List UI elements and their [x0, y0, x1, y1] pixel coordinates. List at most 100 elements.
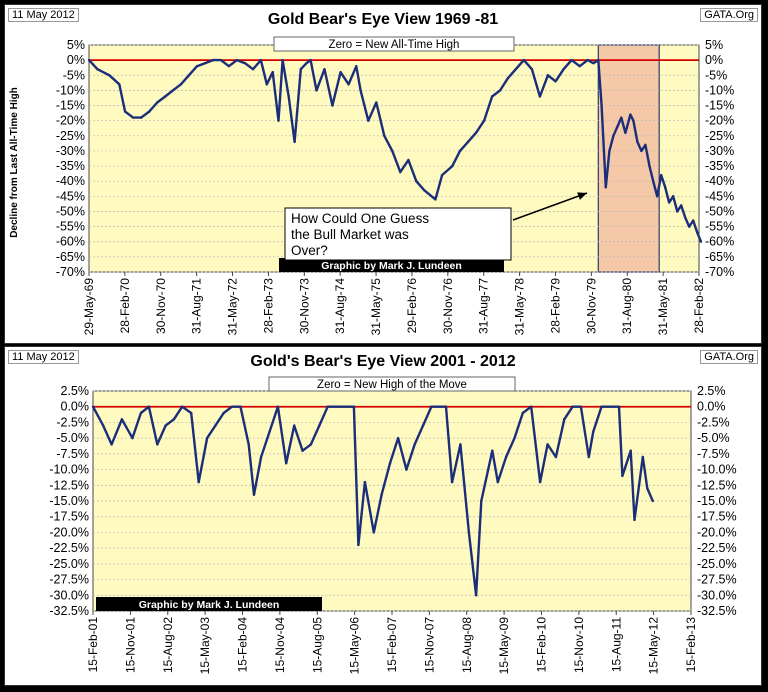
- y-tick-label-left: -45%: [56, 189, 85, 203]
- x-tick-label: 15-May-03: [198, 617, 212, 675]
- data-point: [496, 480, 500, 484]
- x-tick-label: 15-Feb-04: [236, 617, 250, 673]
- x-tick-label: 15-Feb-13: [684, 617, 698, 673]
- y-tick-label-right: -10%: [705, 83, 734, 97]
- x-tick-label: 28-Feb-79: [548, 278, 562, 334]
- source-label: GATA.Org: [700, 8, 758, 22]
- y-tick-label-right: -5.0%: [697, 431, 730, 445]
- data-point: [139, 116, 143, 119]
- data-point: [380, 493, 383, 496]
- data-point: [110, 443, 113, 446]
- y-tick-label-right: -55%: [705, 220, 734, 234]
- y-tick-label-right: -15.0%: [697, 494, 737, 508]
- data-point: [604, 186, 607, 189]
- series-line: [88, 58, 703, 243]
- data-point: [458, 149, 462, 153]
- data-point: [235, 58, 239, 62]
- data-point: [172, 418, 176, 421]
- y-tick-label-right: -32.5%: [697, 604, 737, 618]
- data-point: [156, 101, 159, 104]
- y-tick-label-right: -50%: [705, 204, 734, 218]
- data-point: [563, 418, 566, 421]
- data-point: [521, 411, 524, 415]
- y-tick-label-left: -20.0%: [49, 525, 89, 539]
- y-tick-label-left: -30.0%: [49, 588, 89, 602]
- data-point: [203, 61, 207, 65]
- y-tick-label-left: -7.5%: [56, 447, 89, 461]
- data-point: [692, 219, 695, 222]
- data-point: [504, 455, 508, 459]
- y-tick-label-right: -30%: [705, 144, 734, 158]
- x-tick-label: 15-May-09: [497, 617, 511, 675]
- data-point: [118, 83, 121, 86]
- y-tick-label-right: -40%: [705, 174, 734, 188]
- data-point: [467, 531, 471, 534]
- x-tick-label: 15-Feb-07: [385, 617, 399, 673]
- data-point: [383, 134, 386, 137]
- data-point: [592, 61, 595, 65]
- y-tick-label-left: -10%: [56, 83, 85, 97]
- annotation-arrow: [512, 192, 588, 221]
- x-tick-label: 15-Nov-01: [123, 617, 137, 673]
- data-point: [347, 83, 350, 86]
- data-point: [156, 443, 159, 446]
- y-tick-label-right: -25.0%: [697, 557, 737, 571]
- y-tick-label-left: -22.5%: [49, 541, 89, 555]
- data-point: [491, 449, 494, 452]
- y-tick-label-left: -2.5%: [56, 415, 89, 429]
- data-point: [96, 68, 99, 71]
- data-point: [265, 83, 269, 86]
- data-point: [578, 64, 581, 68]
- data-point: [352, 405, 356, 408]
- data-point: [102, 424, 105, 427]
- x-tick-label: 30-Nov-79: [584, 278, 598, 334]
- data-point: [466, 140, 470, 144]
- data-point: [276, 405, 280, 408]
- y-tick-label-right: -12.5%: [697, 478, 737, 492]
- data-point: [131, 116, 135, 119]
- y-tick-label-right: -7.5%: [697, 447, 730, 461]
- data-point: [538, 95, 542, 98]
- data-point: [405, 468, 408, 471]
- data-point: [318, 424, 321, 427]
- x-tick-label: 31-Aug-77: [477, 278, 491, 334]
- data-point: [413, 443, 416, 446]
- data-point: [230, 405, 234, 408]
- data-point: [222, 411, 225, 415]
- data-point: [326, 405, 329, 408]
- data-point: [672, 195, 675, 198]
- y-tick-label-left: -25.0%: [49, 557, 89, 571]
- data-point: [164, 95, 167, 98]
- data-point: [498, 89, 502, 92]
- data-point: [438, 405, 442, 408]
- data-point: [120, 418, 124, 421]
- y-tick-label-left: -12.5%: [49, 478, 89, 492]
- data-point: [171, 89, 175, 92]
- data-point: [271, 71, 274, 74]
- data-point: [459, 443, 462, 446]
- data-point: [684, 216, 687, 219]
- chart-title: Gold's Bear's Eye View 2001 - 2012: [250, 353, 516, 370]
- data-point: [391, 149, 394, 153]
- y-tick-label-right: -25%: [705, 129, 734, 143]
- y-tick-label-right: 0%: [705, 53, 723, 67]
- data-point: [323, 68, 326, 71]
- data-point: [287, 95, 290, 98]
- x-tick-label: 30-Nov-73: [297, 278, 311, 334]
- data-point: [131, 436, 134, 440]
- x-tick-label: 29-May-69: [82, 278, 96, 336]
- data-point: [205, 436, 209, 440]
- x-tick-label: 15-Feb-10: [535, 617, 549, 673]
- y-tick-label-right: -65%: [705, 250, 734, 264]
- data-point: [309, 58, 312, 62]
- x-tick-label: 15-Nov-10: [572, 617, 586, 673]
- y-tick-label-right: -27.5%: [697, 573, 737, 587]
- x-tick-label: 28-Feb-82: [692, 278, 706, 334]
- x-tick-label: 31-Aug-74: [333, 278, 347, 334]
- data-point: [679, 204, 683, 207]
- y-tick-label-right: -17.5%: [697, 510, 737, 524]
- data-point: [600, 104, 603, 107]
- x-tick-label: 31-Aug-80: [620, 278, 634, 334]
- data-point: [243, 61, 247, 65]
- data-point: [259, 455, 263, 459]
